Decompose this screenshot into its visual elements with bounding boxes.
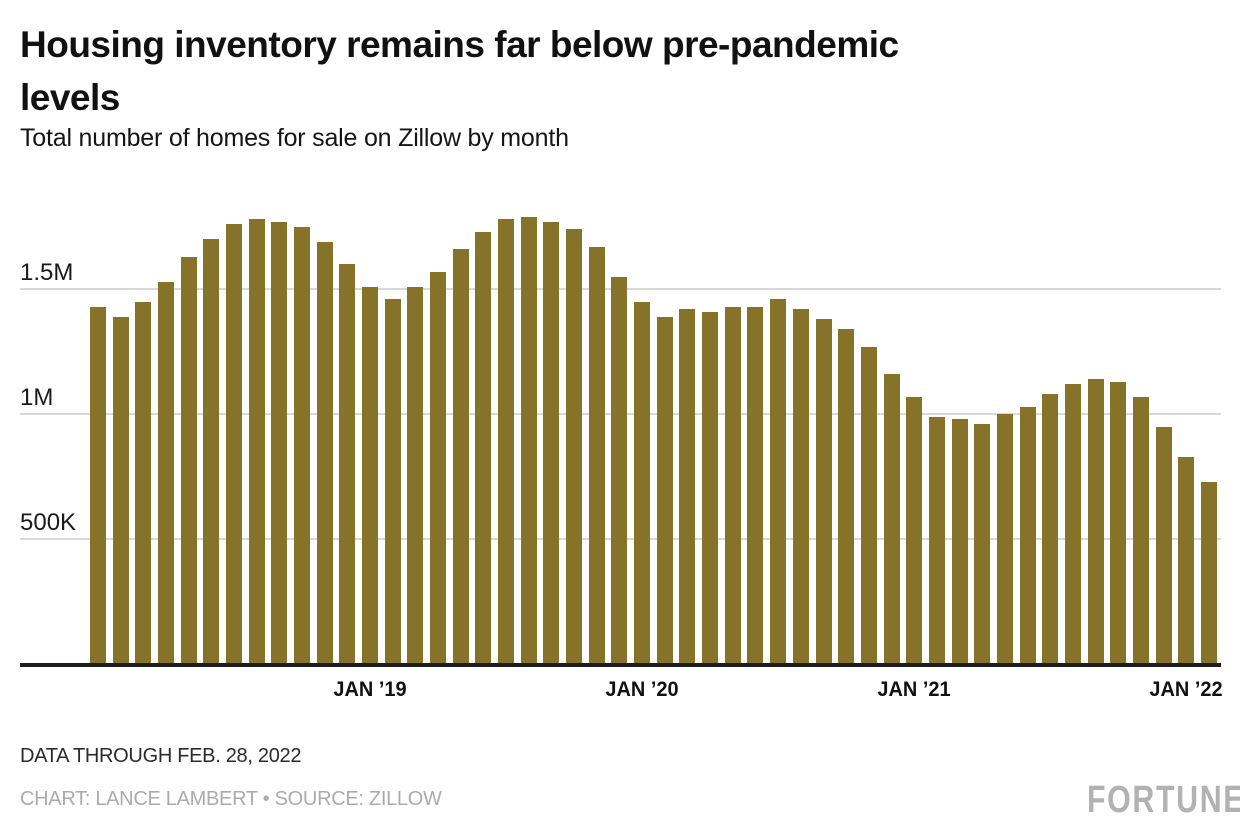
y-tick-label: 500K: [20, 509, 77, 536]
bar: [974, 424, 991, 664]
bar: [1064, 384, 1081, 664]
page-title: Housing inventory remains far below pre-…: [20, 18, 1170, 124]
bar: [679, 309, 696, 664]
bar: [815, 319, 832, 664]
x-axis-line: [20, 663, 1221, 667]
bar: [566, 229, 583, 664]
bar: [611, 276, 628, 664]
bar: [226, 224, 243, 664]
bar: [475, 231, 492, 664]
bar: [316, 241, 333, 664]
bar: [1110, 381, 1127, 664]
bar: [1042, 394, 1059, 664]
bar: [1087, 379, 1104, 664]
bar: [860, 346, 877, 664]
bar: [588, 246, 605, 664]
bar: [883, 374, 900, 664]
bar: [543, 221, 560, 664]
bar: [1019, 406, 1036, 664]
bar: [724, 306, 741, 664]
bar-series: [90, 204, 1217, 664]
bar: [248, 219, 265, 664]
chart-subtitle: Total number of homes for sale on Zillow…: [20, 124, 569, 152]
bar: [384, 299, 401, 664]
bar: [362, 286, 379, 664]
title-line-2: levels: [20, 77, 120, 118]
y-tick-label: 1.5M: [20, 259, 74, 286]
bar: [158, 281, 175, 664]
bar: [634, 301, 651, 664]
bar: [135, 301, 152, 664]
x-tick-label: JAN ’20: [605, 678, 679, 701]
bar: [928, 416, 945, 664]
x-tick-label: JAN ’22: [1149, 678, 1223, 701]
bar: [294, 226, 311, 664]
x-tick-label: JAN ’21: [877, 678, 951, 701]
bar: [996, 414, 1013, 664]
bar: [656, 316, 673, 664]
x-tick-label: JAN ’19: [333, 678, 407, 701]
bar: [1178, 456, 1195, 664]
bar: [452, 249, 469, 664]
fortune-logo: FORTUNE: [1087, 779, 1240, 821]
bar: [90, 306, 106, 664]
bar: [906, 396, 923, 664]
bar: [498, 219, 515, 664]
bar: [792, 309, 809, 664]
y-tick-label: 1M: [20, 384, 54, 411]
bar: [702, 311, 719, 664]
bar: [203, 239, 220, 664]
bar: [520, 216, 537, 664]
bar: [838, 329, 855, 664]
bar: [339, 264, 356, 664]
bar: [1132, 396, 1149, 664]
data-through-note: DATA THROUGH FEB. 28, 2022: [20, 745, 302, 767]
bar: [271, 221, 288, 664]
bar: [770, 299, 787, 664]
title-line-1: Housing inventory remains far below pre-…: [20, 24, 899, 65]
bar: [180, 256, 197, 664]
bar: [1155, 426, 1172, 664]
bar: [1200, 481, 1217, 664]
bar: [951, 419, 968, 664]
bar: [112, 316, 129, 664]
bar: [407, 286, 424, 664]
chart-source-credit: CHART: LANCE LAMBERT • SOURCE: ZILLOW: [20, 788, 442, 810]
bar: [430, 271, 447, 664]
bar: [747, 306, 764, 664]
